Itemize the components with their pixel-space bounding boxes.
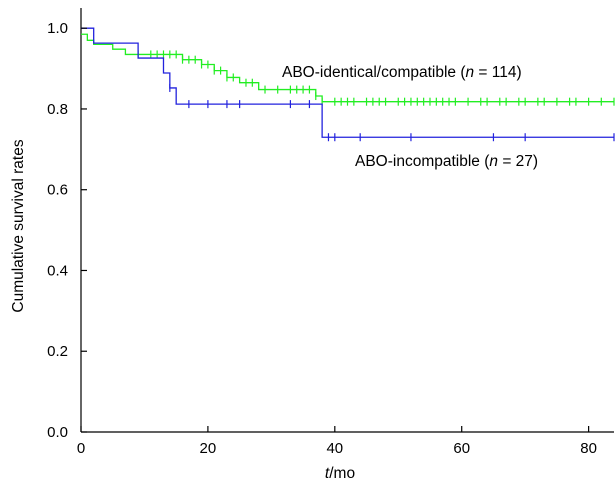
series-label-compatible: ABO-identical/compatible (n = 114) — [282, 64, 522, 81]
series-group-1 — [81, 27, 615, 142]
y-tick-label: 0.8 — [47, 101, 68, 118]
series-group-0 — [81, 33, 615, 106]
y-tick-label: 0.2 — [47, 343, 68, 360]
y-tick-label: 0.6 — [47, 182, 68, 199]
series-layer — [81, 27, 615, 142]
x-tick-label: 80 — [580, 440, 597, 457]
series-label-incompatible: ABO-incompatible (n = 27) — [355, 153, 538, 170]
x-tick-label: 0 — [77, 440, 85, 457]
plot-frame — [80, 8, 614, 433]
y-tick-label: 0.0 — [47, 424, 68, 441]
x-axis-title: t/mo — [325, 465, 355, 482]
series-line — [81, 27, 614, 138]
x-tick-label: 40 — [326, 440, 343, 457]
y-tick-label: 0.4 — [47, 262, 68, 279]
x-tick-label: 20 — [200, 440, 217, 457]
y-axis-title: Cumulative survival rates — [10, 139, 27, 312]
x-tick-label: 60 — [453, 440, 470, 457]
y-tick-label: 1.0 — [47, 20, 68, 37]
ticks-layer: 0 20 40 60 80 0.0 0.2 0.4 0.6 0.8 1.0 — [47, 20, 597, 457]
